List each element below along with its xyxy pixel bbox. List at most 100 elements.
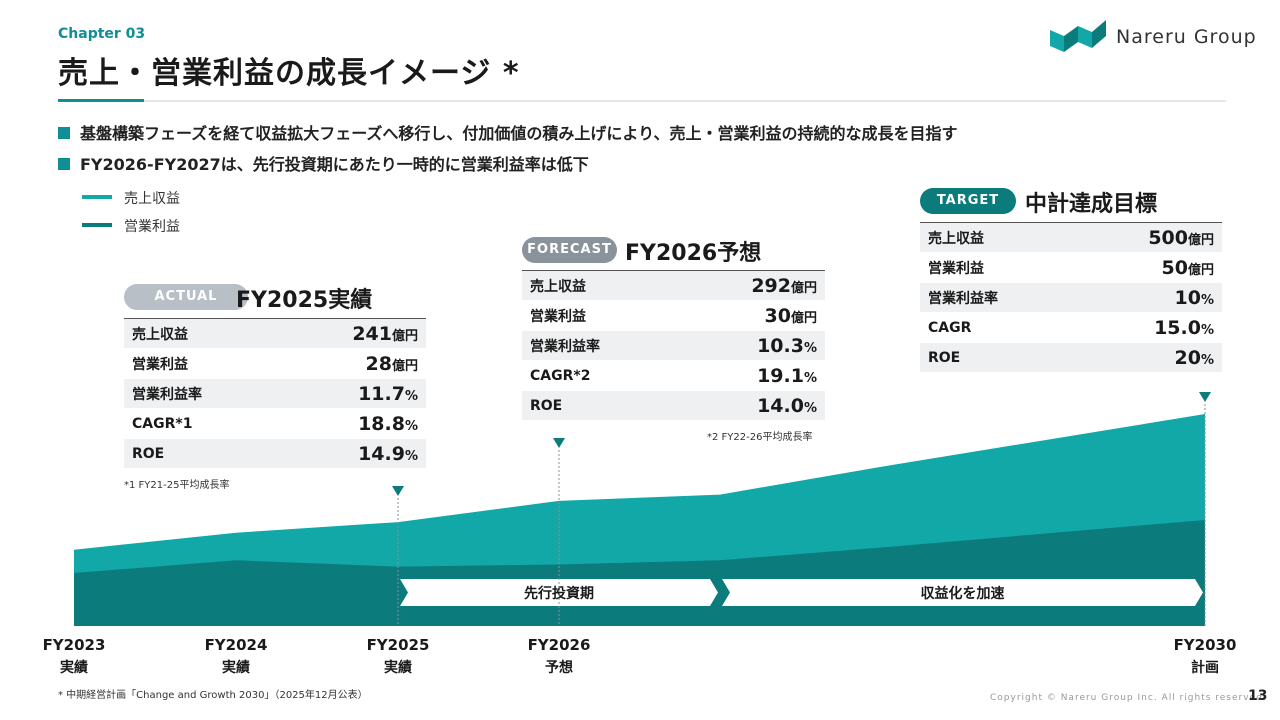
kpi-label: 営業利益 <box>522 300 678 331</box>
kpi-value: 28億円 <box>278 348 426 379</box>
kpi-value: 15.0% <box>1074 312 1222 343</box>
kpi-unit: % <box>404 448 418 464</box>
kpi-label: ROE <box>124 438 279 469</box>
forecast-note: *2 FY22-26平均成長率 <box>707 432 813 443</box>
kpi-unit: 億円 <box>391 358 418 374</box>
kpi-unit: 億円 <box>391 328 418 344</box>
bullet-1: 基盤構築フェーズを経て収益拡大フェーズへ移行し、付加価値の積み上げにより、売上・… <box>58 120 957 144</box>
phase-arrow-acceleration <box>722 579 1203 606</box>
chapter-label: Chapter 03 <box>58 26 146 42</box>
kpi-label: 営業利益率 <box>522 330 678 361</box>
kpi-row: 営業利益率 10% <box>920 282 1222 313</box>
kpi-unit: % <box>1200 352 1214 368</box>
target-badge: TARGET <box>920 188 1016 214</box>
phase-arrow-investment <box>400 579 718 606</box>
bullet-2: FY2026-FY2027は、先行投資期にあたり一時的に営業利益率は低下 <box>58 151 589 175</box>
legend-label-revenue: 売上収益 <box>124 191 180 207</box>
kpi-row: ROE 14.9% <box>124 438 426 469</box>
kpi-number: 30 <box>764 304 791 327</box>
kpi-row: 営業利益率 11.7% <box>124 378 426 409</box>
kpi-value: 292億円 <box>677 270 825 301</box>
nareru-logo-icon <box>1050 20 1106 52</box>
kpi-label: 営業利益率 <box>124 378 279 409</box>
forecast-badge: FORECAST <box>522 237 617 263</box>
kpi-value: 10.3% <box>677 330 825 361</box>
kpi-row: ROE 20% <box>920 342 1222 373</box>
x-tick-year: FY2026 <box>528 636 591 654</box>
kpi-number: 18.8 <box>358 412 405 435</box>
kpi-value: 30億円 <box>677 300 825 331</box>
kpi-number: 10 <box>1174 286 1201 309</box>
down-triangle-icon <box>1199 392 1211 402</box>
bullet-1-text: 基盤構築フェーズを経て収益拡大フェーズへ移行し、付加価値の積み上げにより、売上・… <box>80 124 958 143</box>
x-tick-year: FY2025 <box>367 636 430 654</box>
kpi-value: 14.0% <box>677 390 825 421</box>
kpi-row: ROE 14.0% <box>522 390 825 421</box>
kpi-row: 営業利益 28億円 <box>124 348 426 379</box>
target-kpi-table: 売上収益 500億円 営業利益 50億円 営業利益率 10% CAGR 15.0% ROE 20% <box>920 222 1222 373</box>
kpi-label: 営業利益 <box>124 348 279 379</box>
bullet-square-icon <box>58 127 70 139</box>
kpi-value: 20% <box>1074 342 1222 373</box>
kpi-number: 500 <box>1148 226 1188 249</box>
footnote: * 中期経営計画「Change and Growth 2030」（2025年12… <box>58 690 368 701</box>
x-tick-year: FY2024 <box>205 636 268 654</box>
kpi-row: 売上収益 500億円 <box>920 222 1222 253</box>
kpi-number: 50 <box>1161 256 1188 279</box>
x-tick-year: FY2023 <box>43 636 106 654</box>
kpi-unit: % <box>1200 292 1214 308</box>
kpi-number: 19.1 <box>757 364 804 387</box>
actual-kpi-table: 売上収益 241億円 営業利益 28億円 営業利益率 11.7% CAGR*1 18.8% RO… <box>124 318 426 469</box>
kpi-row: 営業利益 30億円 <box>522 300 825 331</box>
phase-label: 収益化を加速 <box>921 585 1005 602</box>
kpi-value: 14.9% <box>278 438 426 469</box>
x-tick-kind: 計画 <box>1191 659 1219 676</box>
actual-badge: ACTUAL <box>124 284 248 310</box>
kpi-row: 営業利益率 10.3% <box>522 330 825 361</box>
kpi-label: 営業利益 <box>920 252 1075 283</box>
kpi-value: 18.8% <box>278 408 426 439</box>
page-number: 13 <box>1248 688 1268 704</box>
kpi-label: 売上収益 <box>920 222 1075 253</box>
kpi-unit: % <box>803 370 817 386</box>
forecast-heading: FY2026予想 <box>625 241 762 266</box>
kpi-row: 売上収益 241億円 <box>124 318 426 349</box>
kpi-number: 15.0 <box>1154 316 1201 339</box>
phase-label: 先行投資期 <box>524 585 594 602</box>
kpi-row: CAGR 15.0% <box>920 312 1222 343</box>
kpi-unit: 億円 <box>790 310 817 326</box>
logo-text: Nareru Group <box>1116 26 1257 48</box>
kpi-unit: % <box>803 400 817 416</box>
kpi-row: CAGR*1 18.8% <box>124 408 426 439</box>
x-tick-kind: 予想 <box>545 659 573 676</box>
x-tick-year: FY2030 <box>1174 636 1237 654</box>
kpi-number: 28 <box>365 352 392 375</box>
title-divider <box>58 100 1226 102</box>
kpi-label: CAGR*2 <box>522 360 678 391</box>
kpi-unit: % <box>803 340 817 356</box>
legend-label-operating-profit: 営業利益 <box>124 219 180 235</box>
kpi-label: 売上収益 <box>522 270 678 301</box>
kpi-number: 11.7 <box>358 382 405 405</box>
kpi-row: CAGR*2 19.1% <box>522 360 825 391</box>
kpi-label: 営業利益率 <box>920 282 1075 313</box>
kpi-value: 241億円 <box>278 318 426 349</box>
x-tick-kind: 実績 <box>222 659 250 676</box>
kpi-number: 10.3 <box>757 334 804 357</box>
kpi-number: 241 <box>352 322 392 345</box>
kpi-unit: % <box>1200 322 1214 338</box>
kpi-unit: 億円 <box>790 280 817 296</box>
copyright: Copyright © Nareru Group Inc. All rights… <box>990 693 1267 703</box>
kpi-unit: 億円 <box>1187 262 1214 278</box>
kpi-number: 292 <box>751 274 791 297</box>
kpi-row: 営業利益 50億円 <box>920 252 1222 283</box>
x-tick-kind: 実績 <box>384 659 412 676</box>
down-triangle-icon <box>553 438 565 448</box>
page-title: 売上・営業利益の成長イメージ * <box>58 56 520 91</box>
actual-heading: FY2025実績 <box>236 288 373 313</box>
kpi-row: 売上収益 292億円 <box>522 270 825 301</box>
kpi-label: ROE <box>920 342 1075 373</box>
kpi-value: 11.7% <box>278 378 426 409</box>
kpi-value: 500億円 <box>1074 222 1222 253</box>
